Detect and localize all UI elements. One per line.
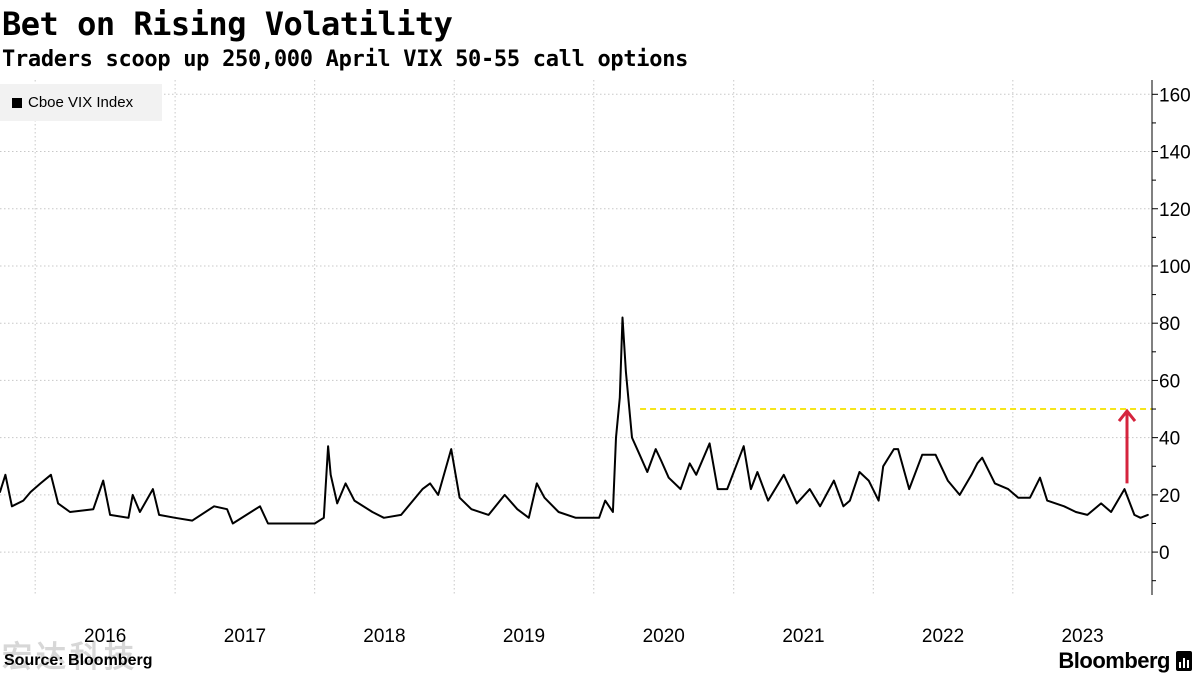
- x-tick-label: 2022: [922, 626, 964, 647]
- y-tick-label: 120: [1159, 200, 1191, 221]
- legend-swatch-icon: [12, 97, 22, 108]
- x-tick-label: 2023: [1061, 626, 1103, 647]
- y-tick-label: 100: [1159, 257, 1191, 278]
- arrow-annotation: [1117, 408, 1137, 484]
- x-tick-label: 2019: [503, 626, 545, 647]
- bloomberg-bars-icon: [1176, 651, 1192, 671]
- x-tick-label: 2020: [643, 626, 685, 647]
- legend-label: Cboe VIX Index: [28, 94, 134, 111]
- y-tick-label: 140: [1159, 143, 1191, 164]
- chart-subtitle: Traders scoop up 250,000 April VIX 50-55…: [2, 47, 689, 72]
- vix-series-line: [0, 316, 1149, 525]
- y-axis: 0 20 40 60 80 100 120 140 160: [1151, 80, 1191, 595]
- y-tick-label: 80: [1159, 314, 1180, 335]
- x-axis: 2016 2017 2018 2019 2020 2021 2022 2023: [84, 626, 1104, 647]
- y-tick-label: 20: [1159, 486, 1180, 507]
- bloomberg-logo: Bloomberg: [1058, 648, 1170, 673]
- y-tick-label: 0: [1159, 543, 1170, 564]
- arrow-head-icon: [1117, 408, 1137, 422]
- grid-lines: [0, 80, 1152, 595]
- y-tick-label: 60: [1159, 371, 1180, 392]
- source-note: Source: Bloomberg: [4, 652, 153, 669]
- chart-title: Bet on Rising Volatility: [2, 5, 453, 43]
- y-tick-label: 40: [1159, 429, 1180, 450]
- x-tick-label: 2021: [782, 626, 824, 647]
- legend: Cboe VIX Index: [0, 84, 162, 121]
- x-tick-label: 2017: [224, 626, 266, 647]
- x-tick-label: 2016: [84, 626, 126, 647]
- series-lines: [0, 316, 1149, 525]
- y-tick-label: 160: [1159, 85, 1191, 106]
- x-tick-label: 2018: [363, 626, 405, 647]
